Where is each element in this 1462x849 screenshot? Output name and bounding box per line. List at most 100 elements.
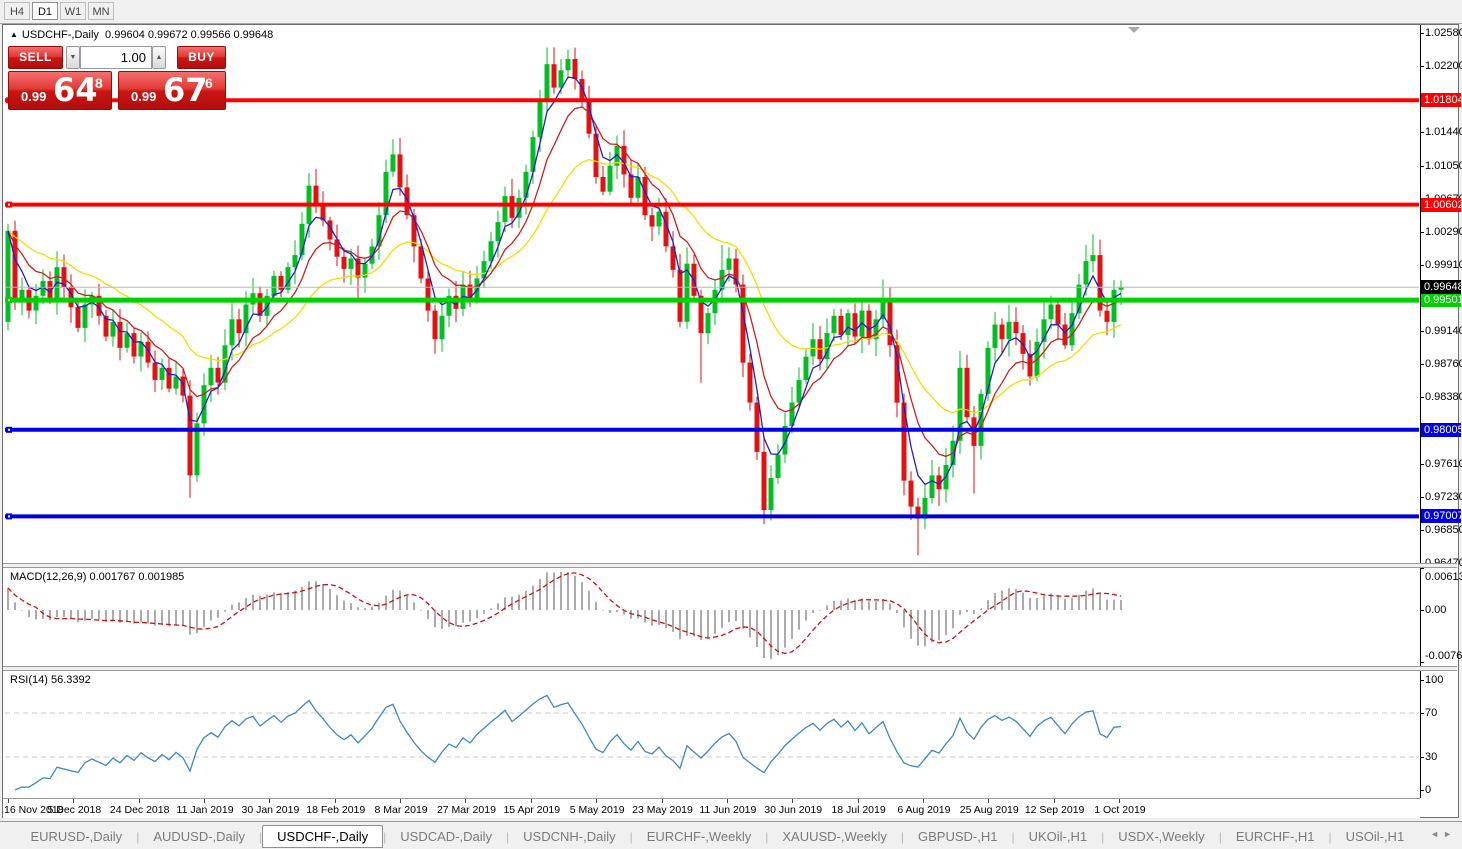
- tab-usdchf-daily[interactable]: USDCHF-,Daily: [262, 825, 384, 848]
- price-axis-tick-label: 1.02580: [1425, 27, 1462, 39]
- rsi-axis-label: 30: [1425, 751, 1438, 763]
- macd-histogram: [7, 572, 1122, 660]
- horizontal-line-0.97007[interactable]: [5, 513, 1419, 520]
- collapse-icon[interactable]: ▲: [10, 30, 18, 39]
- rsi-pane-splitter[interactable]: [3, 666, 1457, 671]
- macd-axis-tick: [1420, 610, 1424, 611]
- tab-eurusd-daily[interactable]: EURUSD-,Daily: [30, 829, 123, 844]
- timeframe-button-d1[interactable]: D1: [32, 2, 58, 20]
- price-axis-tick-label: 0.97230: [1425, 491, 1462, 504]
- price-axis-tick: [1420, 231, 1424, 233]
- tab-separator: |: [1328, 830, 1332, 844]
- timeframe-button-h4[interactable]: H4: [4, 2, 30, 20]
- macd-axis-zero: 0.00: [1425, 604, 1447, 616]
- volume-decrease-button[interactable]: ▼: [66, 46, 80, 69]
- date-axis-label: 27 Mar 2019: [436, 804, 496, 816]
- horizontal-line-0.99501[interactable]: [5, 297, 1419, 304]
- main-price-pane: [5, 47, 1419, 556]
- date-axis-label: 18 Jul 2019: [831, 804, 886, 816]
- price-axis-tick: [1420, 65, 1424, 67]
- date-axis-label: 11 Jun 2019: [699, 804, 757, 816]
- tab-scroll-arrows[interactable]: ◄►: [1430, 829, 1456, 839]
- chart-shift-marker-icon[interactable]: [1128, 27, 1140, 33]
- timeframe-button-w1[interactable]: W1: [60, 2, 86, 20]
- chart-tab-bar: EURUSD-,Daily | AUDUSD-,Daily | USDCHF-,Dail…: [0, 821, 1462, 849]
- tab-separator: |: [1101, 830, 1105, 844]
- macd-pane: [7, 572, 1122, 660]
- date-axis[interactable]: 16 Nov 2018 5 Dec 2018 24 Dec 2018 11 Jan 2…: [3, 798, 1420, 818]
- date-axis-tick: [465, 799, 467, 803]
- date-axis-tick: [73, 799, 75, 803]
- date-axis-tick: [204, 799, 206, 803]
- tab-usdcnh-daily[interactable]: USDCNH-,Daily: [523, 829, 616, 844]
- rsi-line: [14, 694, 1122, 791]
- tab-gbpusd-h1[interactable]: GBPUSD-,H1: [918, 829, 998, 844]
- date-axis-tick: [726, 799, 728, 803]
- tab-xauusd-weekly[interactable]: XAUUSD-,Weekly: [782, 829, 887, 844]
- price-badge-0.99501: 0.99501: [1421, 293, 1462, 308]
- price-axis[interactable]: 1.025801.022001.014401.010501.006701.002…: [1420, 25, 1462, 798]
- tab-usdcad-daily[interactable]: USDCAD-,Daily: [400, 829, 493, 844]
- current-price-badge: 0.99648: [1421, 280, 1462, 295]
- ask-price-small: 0.99: [131, 89, 157, 104]
- date-axis-label: 30 Jan 2019: [241, 804, 300, 816]
- bid-price-big: 64: [53, 71, 98, 109]
- tab-audusd-daily[interactable]: AUDUSD-,Daily: [153, 829, 246, 844]
- tab-usoil-h1[interactable]: USOil-,H1: [1345, 829, 1405, 844]
- tab-scroll-left-icon[interactable]: ◄: [1430, 829, 1444, 839]
- date-axis-tick: [1053, 799, 1055, 803]
- date-axis-tick: [792, 799, 794, 803]
- rsi-axis-tick: [1420, 713, 1424, 714]
- tab-scroll-right-icon[interactable]: ►: [1443, 829, 1456, 839]
- tab-ukoil-h1[interactable]: UKOil-,H1: [1028, 829, 1088, 844]
- price-axis-tick-label: 0.97610: [1425, 458, 1462, 471]
- bid-price-button[interactable]: 0.99 64 8: [8, 71, 112, 110]
- chart-symbol-label: USDCHF-,Daily: [21, 29, 99, 41]
- tab-separator: |: [136, 830, 140, 844]
- buy-button[interactable]: BUY: [177, 46, 226, 69]
- tab-eurchf-weekly[interactable]: EURCHF-,Weekly: [646, 829, 752, 844]
- ma-mid-line: [7, 106, 1122, 458]
- date-axis-label: 1 Oct 2019: [1094, 804, 1146, 816]
- horizontal-line-0.98005[interactable]: [5, 426, 1419, 433]
- tab-separator: |: [506, 830, 510, 844]
- tab-eurchf-h1[interactable]: EURCHF-,H1: [1235, 829, 1315, 844]
- price-axis-tick: [1420, 131, 1424, 133]
- date-axis-tick: [1118, 799, 1120, 803]
- date-axis-tick: [596, 799, 598, 803]
- price-axis-tick: [1420, 165, 1424, 167]
- timeframe-button-mn[interactable]: MN: [88, 2, 114, 20]
- bid-price-small: 0.99: [21, 89, 47, 104]
- date-axis-label: 5 May 2019: [569, 804, 625, 816]
- date-axis-label: 16 Nov 2018: [4, 804, 64, 816]
- tab-separator: |: [383, 830, 387, 844]
- rsi-axis-tick: [1420, 680, 1424, 681]
- price-axis-tick-label: 1.00290: [1425, 225, 1462, 238]
- price-axis-tick-label: 1.01050: [1425, 159, 1462, 172]
- price-axis-tick-label: 0.98760: [1425, 358, 1462, 371]
- price-axis-tick-label: 0.99140: [1425, 325, 1462, 338]
- date-axis-tick: [400, 799, 402, 803]
- macd-axis-tick: [1420, 567, 1424, 569]
- tab-separator: |: [1011, 830, 1015, 844]
- rsi-value: 56.3392: [50, 674, 91, 686]
- date-axis-tick: [269, 799, 271, 803]
- macd-pane-splitter[interactable]: [3, 563, 1457, 568]
- tab-separator: |: [629, 830, 633, 844]
- horizontal-line-1.00602[interactable]: [5, 201, 1419, 208]
- date-axis-label: 11 Jan 2019: [176, 804, 234, 816]
- ma-slow-line: [7, 159, 1122, 414]
- tab-usdx-weekly[interactable]: USDX-,Weekly: [1118, 829, 1205, 844]
- date-axis-label: 23 May 2019: [632, 804, 693, 816]
- rsi-axis-label: 70: [1425, 707, 1438, 719]
- ask-price-big: 67: [163, 71, 208, 109]
- date-axis-tick: [8, 799, 9, 803]
- volume-increase-button[interactable]: ▲: [152, 46, 166, 69]
- sell-button[interactable]: SELL: [8, 46, 63, 69]
- volume-input[interactable]: [80, 46, 152, 69]
- date-axis-label: 6 Aug 2019: [897, 804, 951, 816]
- ask-price-button[interactable]: 0.99 67 6: [118, 71, 226, 110]
